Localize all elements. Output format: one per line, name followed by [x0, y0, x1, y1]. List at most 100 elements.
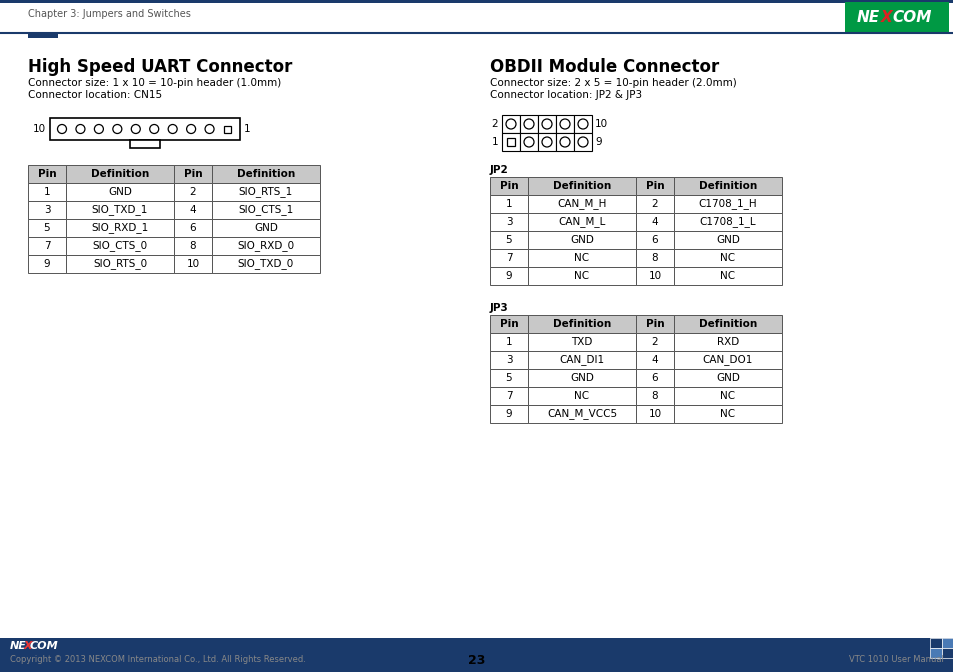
- Text: SIO_RXD_1: SIO_RXD_1: [91, 222, 149, 233]
- Bar: [673, 387, 781, 405]
- Circle shape: [578, 119, 587, 129]
- Bar: [212, 201, 319, 219]
- Bar: [929, 638, 941, 648]
- Bar: [527, 369, 636, 387]
- Bar: [636, 333, 673, 351]
- Text: SIO_CTS_1: SIO_CTS_1: [238, 204, 294, 216]
- Bar: [490, 387, 527, 405]
- Text: 4: 4: [651, 217, 658, 227]
- Bar: [490, 315, 527, 333]
- Bar: [673, 315, 781, 333]
- Bar: [556, 133, 574, 151]
- Text: Pin: Pin: [499, 181, 517, 191]
- Text: 5: 5: [505, 235, 512, 245]
- Text: 1: 1: [44, 187, 51, 197]
- Bar: [212, 165, 319, 183]
- Bar: [501, 133, 519, 151]
- Bar: [527, 405, 636, 423]
- Bar: [673, 249, 781, 267]
- Text: 4: 4: [651, 355, 658, 365]
- Bar: [490, 333, 527, 351]
- Text: Definition: Definition: [699, 319, 757, 329]
- Text: Connector location: CN15: Connector location: CN15: [28, 90, 162, 100]
- Bar: [941, 648, 953, 658]
- Bar: [673, 351, 781, 369]
- Bar: [527, 315, 636, 333]
- Bar: [66, 219, 173, 237]
- Bar: [173, 237, 212, 255]
- Text: 5: 5: [44, 223, 51, 233]
- Bar: [527, 213, 636, 231]
- Text: RXD: RXD: [716, 337, 739, 347]
- Text: GND: GND: [716, 235, 740, 245]
- Bar: [673, 267, 781, 285]
- Bar: [636, 267, 673, 285]
- Text: COM: COM: [30, 641, 59, 651]
- Text: 4: 4: [190, 205, 196, 215]
- Bar: [537, 133, 556, 151]
- Text: OBDII Module Connector: OBDII Module Connector: [490, 58, 719, 76]
- Text: Copyright © 2013 NEXCOM International Co., Ltd. All Rights Reserved.: Copyright © 2013 NEXCOM International Co…: [10, 655, 306, 665]
- Text: Pin: Pin: [184, 169, 202, 179]
- Text: SIO_TXD_0: SIO_TXD_0: [237, 259, 294, 269]
- Text: NC: NC: [574, 253, 589, 263]
- Text: 9: 9: [595, 137, 601, 147]
- Text: Connector size: 1 x 10 = 10-pin header (1.0mm): Connector size: 1 x 10 = 10-pin header (…: [28, 78, 281, 88]
- Bar: [527, 231, 636, 249]
- Bar: [574, 115, 592, 133]
- Text: 6: 6: [651, 235, 658, 245]
- Text: 1: 1: [491, 137, 497, 147]
- Text: 6: 6: [651, 373, 658, 383]
- Bar: [636, 351, 673, 369]
- Text: CAN_DI1: CAN_DI1: [558, 355, 604, 366]
- Bar: [212, 255, 319, 273]
- Text: Pin: Pin: [645, 181, 663, 191]
- Text: Pin: Pin: [499, 319, 517, 329]
- Bar: [501, 115, 519, 133]
- Text: 8: 8: [651, 253, 658, 263]
- Text: Connector size: 2 x 5 = 10-pin header (2.0mm): Connector size: 2 x 5 = 10-pin header (2…: [490, 78, 736, 88]
- Bar: [173, 183, 212, 201]
- Bar: [527, 249, 636, 267]
- Circle shape: [57, 124, 67, 134]
- Circle shape: [559, 119, 569, 129]
- Bar: [66, 237, 173, 255]
- Text: COM: COM: [891, 9, 930, 24]
- Text: Connector location: JP2 & JP3: Connector location: JP2 & JP3: [490, 90, 641, 100]
- Bar: [224, 126, 232, 132]
- Circle shape: [505, 119, 516, 129]
- Text: CAN_M_L: CAN_M_L: [558, 216, 605, 227]
- Circle shape: [112, 124, 122, 134]
- Bar: [636, 177, 673, 195]
- Text: NE: NE: [10, 641, 27, 651]
- Bar: [212, 183, 319, 201]
- Bar: [212, 237, 319, 255]
- Bar: [490, 213, 527, 231]
- Text: Pin: Pin: [645, 319, 663, 329]
- Bar: [519, 115, 537, 133]
- Text: 9: 9: [44, 259, 51, 269]
- Circle shape: [541, 119, 552, 129]
- Bar: [0, 0, 953, 3]
- Bar: [844, 2, 948, 32]
- Bar: [490, 351, 527, 369]
- Bar: [28, 237, 66, 255]
- Bar: [490, 369, 527, 387]
- Bar: [173, 201, 212, 219]
- Text: X: X: [24, 641, 32, 651]
- Text: SIO_RXD_0: SIO_RXD_0: [237, 241, 294, 251]
- Text: 3: 3: [44, 205, 51, 215]
- Text: 5: 5: [505, 373, 512, 383]
- Text: SIO_RTS_1: SIO_RTS_1: [238, 187, 293, 198]
- Text: NC: NC: [574, 271, 589, 281]
- Bar: [130, 140, 160, 148]
- Bar: [636, 195, 673, 213]
- Circle shape: [150, 124, 158, 134]
- Bar: [66, 255, 173, 273]
- Circle shape: [578, 137, 587, 147]
- Bar: [490, 267, 527, 285]
- Text: NC: NC: [720, 253, 735, 263]
- Bar: [490, 177, 527, 195]
- Bar: [490, 195, 527, 213]
- Bar: [173, 165, 212, 183]
